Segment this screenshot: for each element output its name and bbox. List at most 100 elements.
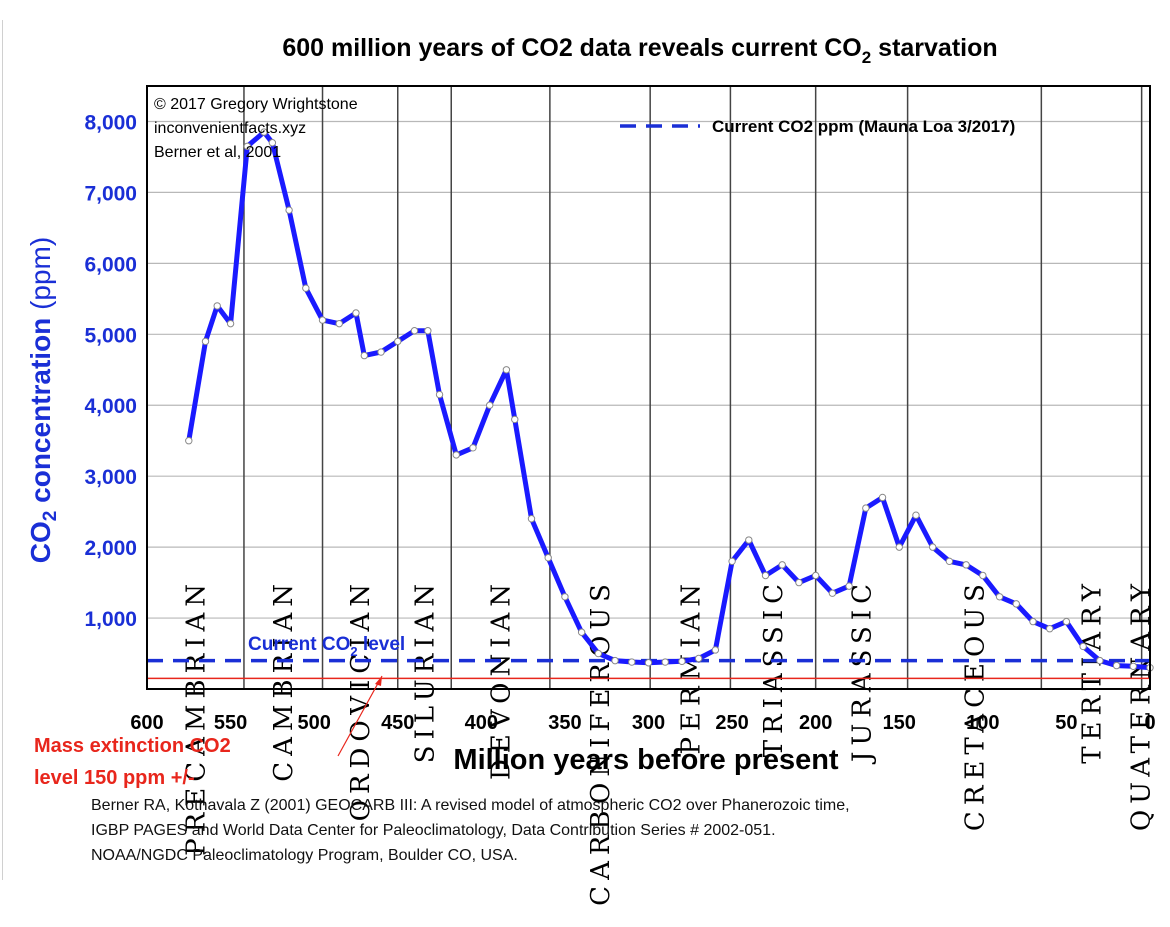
chart-title: 600 million years of CO2 data reveals cu…: [282, 34, 997, 67]
co2-data-point: [561, 593, 569, 601]
co2-data-point: [778, 561, 786, 569]
co2-data-point: [644, 659, 653, 667]
x-tick-label: 400: [465, 712, 498, 734]
period-label: ORDOVICIAN: [346, 578, 376, 821]
co2-data-point: [594, 649, 603, 658]
co2-data-point: [878, 493, 887, 502]
co2-data-point: [452, 451, 460, 459]
co2-data-point: [1079, 642, 1087, 651]
plot-area: PRECAMBRIAN CAMBRIAN ORDOVICIAN SILURIAN DEV…: [146, 85, 1157, 906]
x-tick-label: 500: [297, 712, 330, 734]
y-tick-label: 7,000: [84, 182, 137, 205]
co2-data-point: [661, 658, 669, 666]
co2-data-point: [995, 593, 1004, 601]
y-tick-label: 5,000: [84, 324, 137, 347]
footnote-line1: Berner RA, Kothavala Z (2001) GEOCARB II…: [91, 797, 850, 814]
co2-data-point: [811, 571, 820, 580]
period-label: JURASSIC: [848, 578, 878, 765]
co2-data-point: [502, 366, 511, 374]
co2-data-point: [1062, 617, 1071, 626]
co2-data-point: [377, 348, 385, 356]
mass-extinction-label-line1: Mass extinction CO2: [34, 735, 231, 757]
co2-data-point: [243, 142, 252, 151]
co2-data-point: [845, 582, 853, 590]
credits: © 2017 Gregory Wrightstone inconvenientf…: [154, 96, 358, 161]
co2-data-point: [678, 657, 686, 666]
co2-data-point: [728, 557, 736, 566]
x-axis-label: Million years before present: [453, 744, 839, 776]
co2-data-point: [577, 628, 586, 636]
mass-extinction-arrow: [337, 675, 383, 757]
page-left-rule: [2, 20, 3, 880]
co2-data-point: [928, 543, 937, 551]
x-tick-label: 50: [1055, 712, 1077, 734]
co2-data-point: [360, 351, 369, 360]
co2-data-point: [628, 658, 636, 666]
co2-data-point: [260, 128, 268, 136]
co2-data-point: [226, 319, 235, 328]
co2-data-point: [745, 536, 753, 544]
footnote-line3: NOAA/NGDC Paleoclimatology Program, Boul…: [91, 847, 518, 864]
co2-data-point: [268, 139, 277, 147]
period-label: CARBONIFEROUS: [586, 578, 616, 906]
co2-data-point: [394, 337, 402, 346]
credit-website: inconvenientfacts.xyz: [154, 120, 306, 137]
period-label: PRECAMBRIAN: [181, 578, 211, 856]
co2-data-point: [352, 309, 360, 317]
y-tick-label: 3,000: [84, 466, 137, 489]
co2-data-point: [962, 561, 970, 569]
plot-border: [146, 85, 1151, 690]
co2-data-point: [318, 316, 327, 324]
x-tick-label: 600: [130, 712, 163, 734]
co2-data-point: [302, 284, 310, 292]
gridlines: [147, 120, 1150, 619]
co2-data-point: [435, 390, 444, 399]
period-label: TERTIARY: [1077, 578, 1107, 764]
co2-data-point: [185, 437, 193, 445]
x-tick-label: 300: [632, 712, 665, 734]
co2-data-point: [945, 557, 954, 566]
co2-data-point: [201, 337, 210, 346]
co2-data-point: [862, 504, 870, 512]
period-label: QUATERNARY: [1127, 578, 1157, 831]
period-label: PERMIAN: [676, 578, 706, 754]
period-boundaries: [243, 86, 1143, 689]
x-tick-label: 0: [1144, 712, 1155, 734]
x-axis-ticks: 600 550 500 450 400 350 300 250 200 150 100 50 0: [130, 712, 1155, 734]
x-tick-label: 200: [799, 712, 832, 734]
co2-data-point: [895, 543, 903, 551]
period-label: TRIASSIC: [759, 578, 789, 757]
co2-data-point: [979, 571, 987, 580]
co2-data-point: [335, 319, 343, 328]
x-tick-label: 100: [966, 712, 999, 734]
credit-source: Berner et al, 2001: [154, 144, 281, 161]
y-axis-ticks: 1,000 2,000 3,000 4,000 5,000 6,000 7,000 8,000: [84, 111, 137, 631]
co2-data-point: [424, 327, 432, 335]
mass-extinction-label-line2: level 150 ppm +/-: [34, 767, 195, 789]
co2-data-point: [694, 654, 703, 663]
period-label: SILURIAN: [410, 578, 440, 763]
legend: Current CO2 ppm (Mauna Loa 3/2017): [620, 117, 1015, 136]
co2-data-point: [1029, 617, 1037, 626]
co2-data-point: [828, 589, 837, 597]
y-tick-label: 2,000: [84, 537, 137, 560]
footnote-line2: IGBP PAGES and World Data Center for Pal…: [91, 822, 776, 839]
co2-data-point: [1012, 600, 1020, 608]
credit-copyright: © 2017 Gregory Wrightstone: [154, 96, 358, 113]
current-level-label: Current CO2 level: [248, 634, 405, 659]
co2-data-point: [1096, 656, 1104, 665]
co2-data-point: [912, 511, 920, 519]
co2-data-point: [485, 401, 494, 409]
co2-data-point: [469, 444, 477, 452]
x-tick-label: 350: [548, 712, 581, 734]
period-labels: PRECAMBRIAN CAMBRIAN ORDOVICIAN SILURIAN DEV…: [181, 578, 1156, 906]
co2-data-points: [185, 128, 1154, 672]
co2-data-point: [761, 571, 770, 580]
co2-data-point: [410, 327, 419, 335]
co2-data-point: [544, 554, 552, 562]
co2-data-point: [213, 302, 221, 310]
x-tick-label: 250: [715, 712, 748, 734]
co2-data-point: [1046, 625, 1054, 633]
co2-data-point: [1129, 662, 1137, 670]
